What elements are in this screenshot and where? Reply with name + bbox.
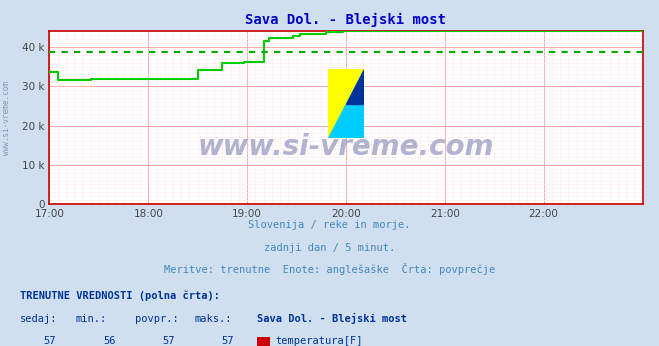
Text: Sava Dol. - Blejski most: Sava Dol. - Blejski most — [257, 313, 407, 324]
Text: 57: 57 — [162, 336, 175, 346]
Text: 57: 57 — [221, 336, 234, 346]
Polygon shape — [347, 69, 364, 104]
Polygon shape — [328, 69, 364, 138]
Text: povpr.:: povpr.: — [135, 314, 179, 324]
Text: Slovenija / reke in morje.: Slovenija / reke in morje. — [248, 220, 411, 230]
Text: sedaj:: sedaj: — [20, 314, 57, 324]
Text: TRENUTNE VREDNOSTI (polna črta):: TRENUTNE VREDNOSTI (polna črta): — [20, 291, 219, 301]
Text: www.si-vreme.com: www.si-vreme.com — [198, 133, 494, 161]
Text: Meritve: trenutne  Enote: anglešaške  Črta: povprečje: Meritve: trenutne Enote: anglešaške Črta… — [164, 263, 495, 275]
Text: 57: 57 — [43, 336, 56, 346]
Text: maks.:: maks.: — [194, 314, 232, 324]
Text: zadnji dan / 5 minut.: zadnji dan / 5 minut. — [264, 243, 395, 253]
Text: temperatura[F]: temperatura[F] — [275, 336, 363, 346]
Polygon shape — [328, 69, 364, 138]
Text: www.si-vreme.com: www.si-vreme.com — [2, 81, 11, 155]
Title: Sava Dol. - Blejski most: Sava Dol. - Blejski most — [245, 13, 447, 27]
Text: 56: 56 — [103, 336, 115, 346]
Text: min.:: min.: — [76, 314, 107, 324]
